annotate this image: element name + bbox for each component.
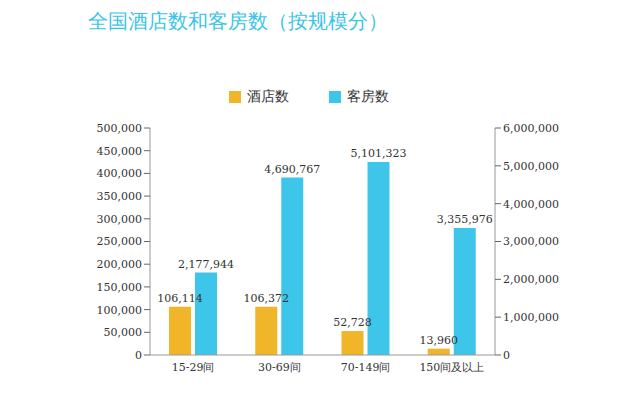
svg-text:350,000: 350,000 <box>97 190 143 203</box>
svg-text:100,000: 100,000 <box>97 304 143 317</box>
svg-text:52,728: 52,728 <box>333 316 372 329</box>
svg-text:250,000: 250,000 <box>97 235 143 248</box>
svg-text:2,000,000: 2,000,000 <box>503 273 559 286</box>
svg-text:5,101,323: 5,101,323 <box>351 147 407 160</box>
html-text:全国酒店数和客房数（按规模分）: 全国酒店数和客房数（按规模分） <box>88 9 388 33</box>
svg-text:3,355,976: 3,355,976 <box>437 213 493 226</box>
svg-text:1,000,000: 1,000,000 <box>503 311 559 324</box>
svg-text:4,690,767: 4,690,767 <box>264 163 320 176</box>
html-text:酒店数: 酒店数 <box>247 88 289 104</box>
svg-text:50,000: 50,000 <box>104 326 143 339</box>
svg-text:106,114: 106,114 <box>157 292 203 305</box>
svg-text:450,000: 450,000 <box>97 145 143 158</box>
svg-text:2,177,944: 2,177,944 <box>178 258 234 271</box>
svg-text:200,000: 200,000 <box>97 258 143 271</box>
svg-text:70-149间: 70-149间 <box>341 361 391 374</box>
svg-text:4,000,000: 4,000,000 <box>503 198 559 211</box>
svg-text:15-29间: 15-29间 <box>172 361 215 374</box>
svg-text:150,000: 150,000 <box>97 281 143 294</box>
svg-text:3,000,000: 3,000,000 <box>503 235 559 248</box>
svg-text:150间及以上: 150间及以上 <box>419 361 484 374</box>
svg-text:500,000: 500,000 <box>97 122 143 135</box>
svg-text:6,000,000: 6,000,000 <box>503 122 559 135</box>
svg-text:0: 0 <box>135 349 142 362</box>
svg-text:13,960: 13,960 <box>420 334 459 347</box>
svg-text:106,372: 106,372 <box>244 292 290 305</box>
svg-text:0: 0 <box>503 349 510 362</box>
svg-text:5,000,000: 5,000,000 <box>503 160 559 173</box>
svg-text:300,000: 300,000 <box>97 213 143 226</box>
svg-text:400,000: 400,000 <box>97 167 143 180</box>
html-text:客房数: 客房数 <box>347 88 389 104</box>
svg-text:30-69间: 30-69间 <box>258 361 301 374</box>
